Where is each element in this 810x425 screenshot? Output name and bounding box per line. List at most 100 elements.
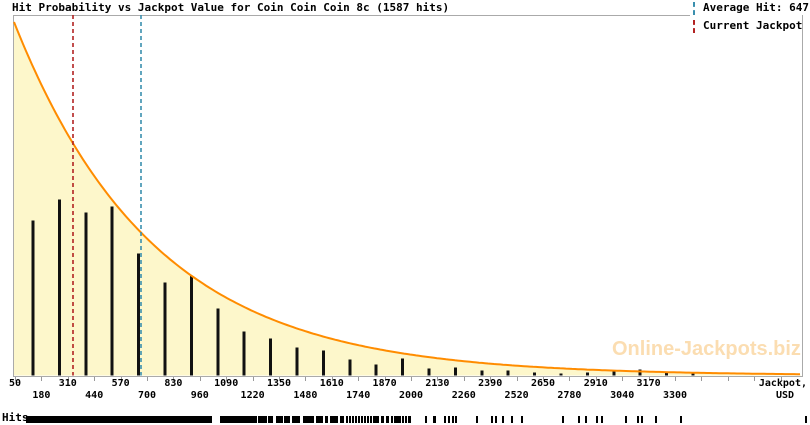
x-tick-label: 2260	[451, 390, 476, 401]
histogram-bar	[137, 253, 141, 376]
x-tick	[120, 377, 122, 381]
histogram-bar	[295, 347, 299, 376]
hits-rug-mark	[433, 416, 436, 423]
hits-rug-mark	[511, 416, 513, 423]
histogram-bar	[163, 282, 167, 376]
legend-label-average-hit: Average Hit: 647	[703, 1, 809, 14]
x-tick	[279, 377, 280, 381]
x-tick-label: 2910	[583, 378, 608, 389]
hits-rug-mark	[346, 416, 348, 423]
histogram-bar	[57, 199, 61, 376]
x-tick-label: 50	[8, 378, 22, 389]
x-tick	[15, 377, 16, 381]
x-tick-label: 1090	[214, 378, 239, 389]
fit-curve-area	[14, 22, 801, 376]
x-tick	[411, 377, 412, 381]
hits-rug-mark	[585, 416, 587, 423]
hits-rug-mark	[805, 416, 807, 423]
hits-rug-mark	[444, 416, 446, 423]
x-tick-label: 180	[32, 390, 51, 401]
x-tick	[437, 377, 439, 381]
hits-rug-mark	[292, 416, 300, 423]
plot-border-bottom	[13, 376, 803, 377]
hits-rug-mark	[284, 416, 290, 423]
x-tick	[727, 377, 729, 381]
hits-rug-mark	[258, 416, 267, 423]
hits-rug-mark	[364, 416, 366, 423]
x-tick-label: 2650	[530, 378, 556, 389]
hits-rug-mark	[680, 416, 682, 423]
x-axis-unit-label-line2: USD	[775, 390, 794, 401]
x-tick-label: 310	[58, 378, 77, 389]
hits-rug-mark	[637, 416, 639, 423]
hits-rug-mark	[655, 416, 657, 423]
plot-border-top	[13, 15, 690, 16]
hits-rug-mark	[352, 416, 354, 423]
x-tick-label: 1220	[240, 390, 265, 401]
hits-rug-mark	[367, 416, 369, 423]
hits-rug-mark	[596, 416, 598, 423]
histogram-bar	[348, 359, 352, 376]
hits-strip-label: Hits	[2, 411, 29, 424]
x-tick	[648, 377, 650, 381]
x-tick	[199, 377, 201, 381]
histogram-bar	[31, 220, 35, 376]
hits-rug-mark	[578, 416, 580, 423]
x-tick-label: 570	[111, 378, 130, 389]
histogram-bar	[374, 364, 378, 376]
x-tick	[94, 377, 96, 381]
hits-rug-mark	[455, 416, 457, 423]
x-tick-label: 440	[85, 390, 104, 401]
hits-rug-mark	[355, 416, 357, 423]
x-tick	[331, 377, 333, 381]
histogram-bar	[216, 308, 220, 376]
hits-rug-mark	[220, 416, 257, 423]
x-tick	[780, 377, 782, 381]
histogram-bar	[269, 338, 273, 376]
x-tick	[463, 377, 465, 381]
x-tick-label: 2780	[557, 390, 582, 401]
hits-rug-mark	[276, 416, 283, 423]
histogram-bar	[559, 373, 563, 376]
x-tick	[569, 377, 571, 381]
hits-rug-mark	[448, 416, 450, 423]
hits-rug-mark	[303, 416, 314, 423]
histogram-bar	[189, 275, 193, 376]
average-hit-dashed-line-icon	[693, 2, 695, 15]
hits-rug-mark	[641, 416, 643, 423]
x-tick	[516, 377, 518, 381]
hits-rug-mark	[491, 416, 493, 423]
histogram-bar	[84, 212, 88, 376]
hits-rug-mark	[562, 416, 564, 423]
x-tick	[226, 377, 228, 381]
hits-rug-mark	[361, 416, 363, 423]
histogram-bar	[506, 370, 510, 376]
histogram-bar	[691, 373, 695, 376]
hits-rug-mark	[408, 416, 411, 423]
x-tick-label: 700	[137, 390, 157, 401]
hits-rug-mark	[394, 416, 399, 423]
histogram-bar	[110, 206, 114, 376]
x-axis-unit-label-line1: Jackpot,	[758, 378, 807, 389]
histogram-bar	[665, 372, 669, 376]
hits-rug-mark	[325, 416, 328, 423]
hits-rug-mark	[399, 416, 401, 423]
hits-rug-mark	[521, 416, 523, 423]
x-tick-label: 3040	[610, 390, 635, 401]
hits-rug-mark	[625, 416, 627, 423]
hits-rug-mark	[26, 416, 212, 423]
x-tick-label: 1870	[372, 378, 397, 389]
hits-rug-mark	[495, 416, 497, 423]
legend-label-current-jackpot: Current Jackpot	[703, 19, 803, 32]
hits-rug-mark	[502, 416, 504, 423]
x-tick	[67, 377, 69, 381]
x-tick	[701, 377, 703, 381]
x-tick	[358, 377, 360, 381]
hits-rug-mark	[476, 416, 478, 423]
hits-rug-mark	[402, 416, 404, 423]
probability-chart-svg	[13, 15, 801, 376]
x-tick	[595, 377, 597, 381]
histogram-bar	[533, 372, 537, 376]
hits-rug-mark	[386, 416, 389, 423]
